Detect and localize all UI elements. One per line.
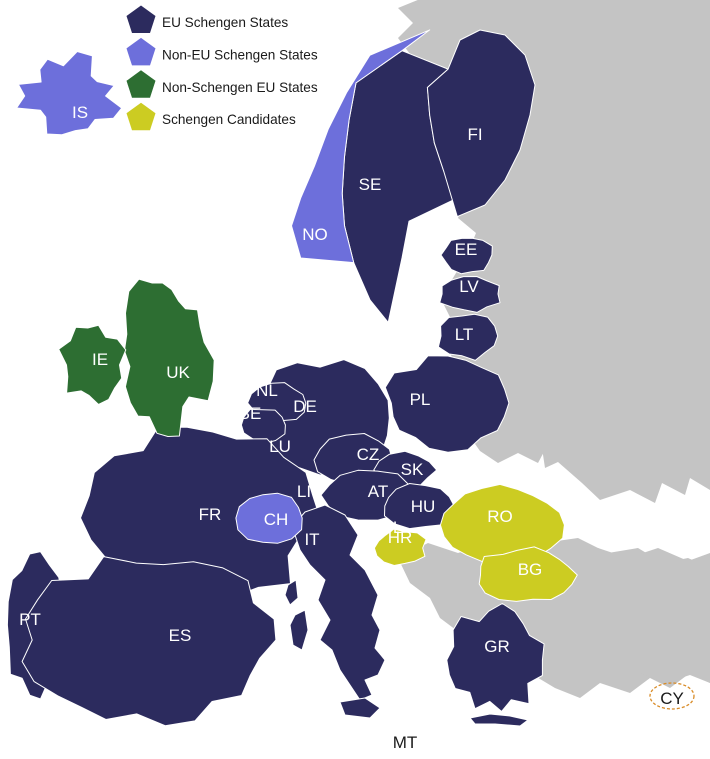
svg-text:NO: NO [302, 225, 328, 244]
svg-text:ES: ES [169, 626, 192, 645]
svg-text:RO: RO [487, 507, 513, 526]
svg-text:SL: SL [382, 518, 403, 537]
svg-text:UK: UK [166, 363, 190, 382]
svg-text:LI: LI [297, 482, 311, 501]
svg-text:IT: IT [304, 530, 319, 549]
svg-text:LT: LT [455, 325, 474, 344]
svg-text:HU: HU [411, 497, 436, 516]
svg-text:CY: CY [660, 689, 684, 708]
svg-text:SE: SE [359, 175, 382, 194]
svg-text:CH: CH [264, 510, 289, 529]
svg-text:GR: GR [484, 637, 510, 656]
svg-text:Non-Schengen EU States: Non-Schengen EU States [162, 80, 318, 95]
svg-text:Schengen Candidates: Schengen Candidates [162, 112, 296, 127]
svg-text:LV: LV [459, 277, 479, 296]
svg-text:EE: EE [455, 240, 478, 259]
svg-text:Non-EU Schengen States: Non-EU Schengen States [162, 47, 318, 62]
svg-text:BG: BG [518, 560, 543, 579]
svg-text:FR: FR [199, 505, 222, 524]
svg-text:PT: PT [19, 610, 41, 629]
svg-text:EU Schengen States: EU Schengen States [162, 15, 288, 30]
svg-text:IS: IS [72, 103, 88, 122]
svg-text:NL: NL [256, 381, 278, 400]
svg-text:PL: PL [410, 390, 431, 409]
svg-text:IE: IE [92, 350, 108, 369]
svg-text:FI: FI [467, 125, 482, 144]
svg-text:MT: MT [393, 733, 418, 752]
svg-text:CZ: CZ [357, 445, 380, 464]
svg-text:DE: DE [293, 397, 317, 416]
svg-text:SK: SK [401, 460, 424, 479]
svg-text:LU: LU [269, 437, 291, 456]
svg-text:AT: AT [368, 482, 388, 501]
svg-text:BE: BE [239, 404, 262, 423]
